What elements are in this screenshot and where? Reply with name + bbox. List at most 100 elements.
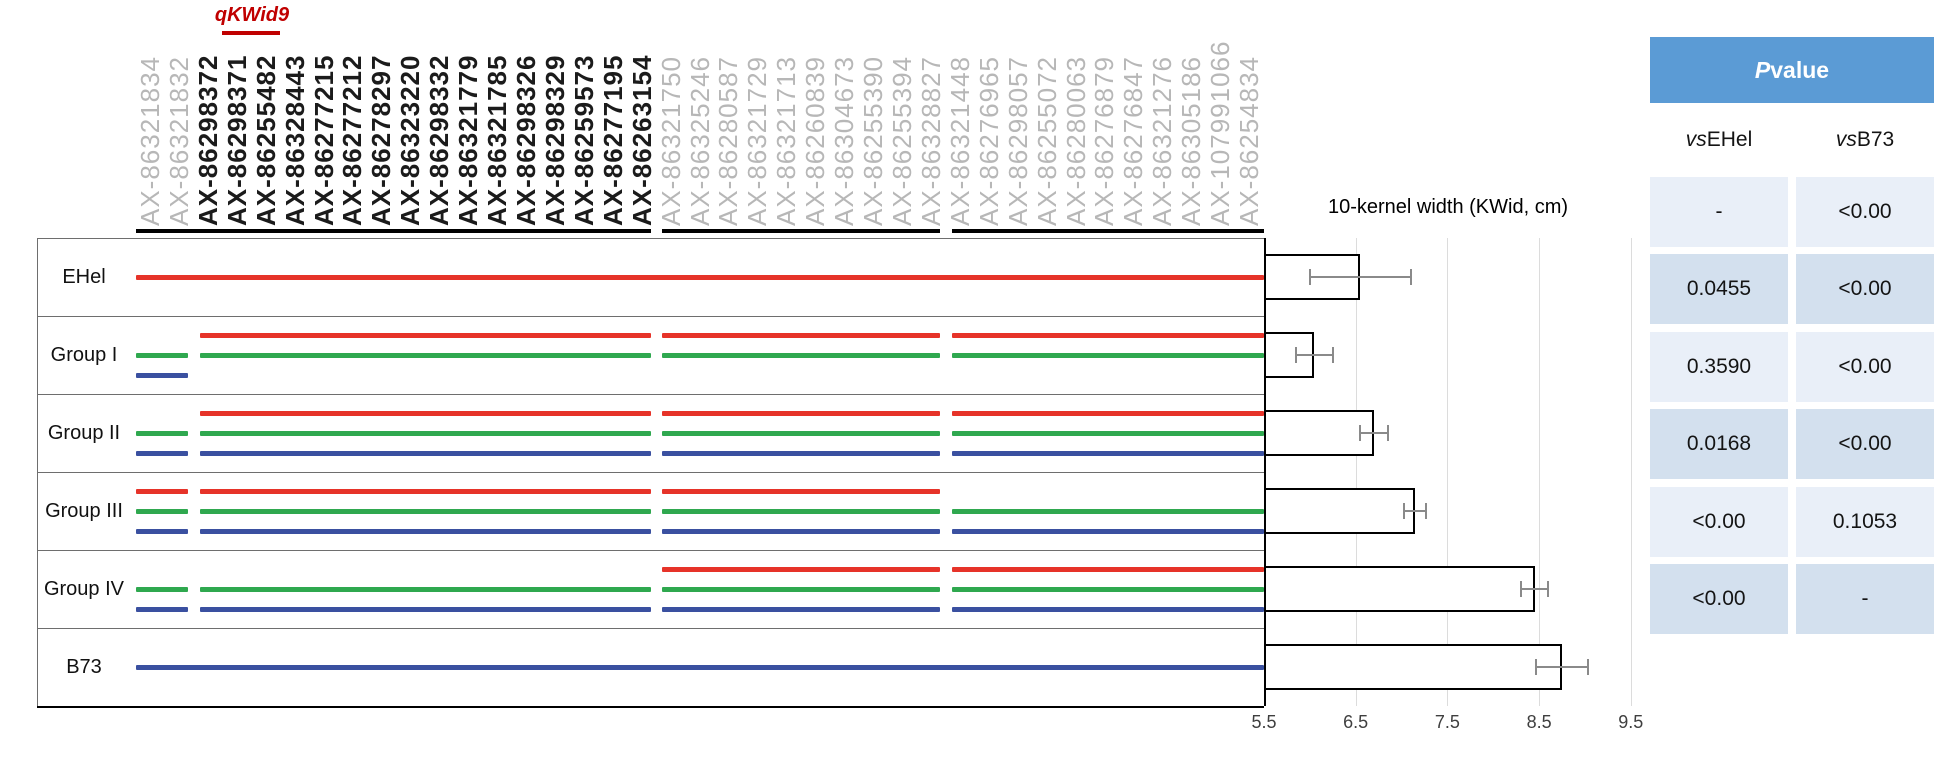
pvalue-cell: <0.00 [1796,331,1934,402]
error-bar [1520,588,1549,590]
haplotype-segment-red [662,488,941,494]
pvalue-cell: <0.00 [1796,409,1934,480]
marker-label: AX-86321448 [944,55,975,226]
haplotype-segment-green [951,430,1264,436]
haplotype-segment-blue [199,606,651,612]
row-separator [37,472,1264,473]
row-label: Group III [45,499,123,522]
panel-right-border [1264,238,1266,706]
grid-line [1355,238,1357,706]
pvalue-cell: 0.1053 [1796,486,1934,557]
marker-overline-segment [951,229,1264,233]
marker-label: AX-86277212 [337,54,368,226]
haplotype-segment-red [199,488,651,494]
haplotype-segment-green [951,352,1264,358]
marker-label: AX-86263154 [626,54,657,226]
x-tick-label: 5.5 [1251,712,1277,732]
haplotype-segment-blue [951,606,1264,612]
bar-Group IV [1264,566,1535,612]
marker-label: AX-107991066 [1205,40,1236,226]
haplotype-segment-red [951,410,1264,416]
pvalue-table-header: P value [1650,37,1934,103]
chart-title: 10-kernel width (KWid, cm) [1327,196,1569,218]
error-bar-cap [1535,659,1538,675]
haplotype-segment-blue [199,528,651,534]
vs-italic: vs [1835,128,1857,151]
marker-label: AX-86259573 [568,54,599,226]
pvalue-cell: <0.00 [1796,254,1934,325]
bar-B73 [1264,644,1563,690]
marker-overline-segment [136,229,651,233]
error-bar-cap [1359,425,1362,441]
marker-label: AX-86321713 [771,55,802,226]
haplotype-segment-green [199,586,651,592]
haplotype-segment-blue [662,528,941,534]
x-tick-label: 6.5 [1343,712,1369,732]
error-bar-cap [1331,347,1334,363]
marker-label: AX-86255072 [1031,55,1062,226]
panel-bottom-border [37,706,1264,708]
marker-label: AX-86255390 [858,55,889,226]
marker-label: AX-86321779 [453,54,484,226]
marker-label: AX-86321832 [163,55,194,226]
row-separator [37,316,1264,317]
marker-label: AX-86321834 [135,55,165,226]
pvalue-cell: 0.0168 [1650,409,1788,480]
pvalue-cell: <0.00 [1650,564,1788,634]
marker-label: AX-86254834 [1234,55,1265,226]
haplotype-segment-blue [199,450,651,456]
error-bar-cap [1403,503,1406,519]
x-tick-label: 7.5 [1434,712,1460,732]
haplotype-segment-green [662,352,941,358]
row-label: EHel [62,265,106,288]
row-separator [37,394,1264,395]
haplotype-segment-red [951,566,1264,572]
marker-label: AX-86323220 [395,54,426,226]
marker-label: AX-86321729 [742,55,773,226]
bar-Group II [1264,410,1375,456]
haplotype-segment-blue [662,450,941,456]
haplotype-segment-green [662,586,941,592]
marker-label: AX-86280587 [713,55,744,226]
qtl-underline [222,31,280,35]
marker-label: AX-86280063 [1060,55,1091,226]
haplotype-segment-green [136,430,189,436]
error-bar [1536,666,1588,668]
haplotype-segment-green [199,352,651,358]
marker-label: AX-86298057 [1002,55,1033,226]
pvalue-column-header: vs B73 [1796,109,1934,171]
row-label: Group I [50,343,118,366]
pvalue-cell: 0.3590 [1650,331,1788,402]
haplotype-segment-blue [136,528,189,534]
marker-label: AX-86276847 [1118,55,1149,226]
pvalue-cell: <0.00 [1796,177,1934,247]
grid-line [1447,238,1449,706]
haplotype-segment-green [199,508,651,514]
haplotype-segment-red [662,410,941,416]
marker-label: AX-86277195 [597,54,628,226]
error-bar-cap [1308,269,1311,285]
marker-label: AX-86298372 [192,54,223,226]
haplotype-segment-green [662,430,941,436]
marker-label: AX-86278297 [366,54,397,226]
haplotype-segment-red [199,410,651,416]
pvalue-header-rest: value [1770,56,1830,83]
error-bar-cap [1409,269,1412,285]
haplotype-segment-red [136,488,189,494]
haplotype-segment-red [662,566,941,572]
qtl-label: qKWid9 [214,4,290,26]
error-bar-cap [1295,347,1298,363]
haplotype-segment-blue [136,372,189,378]
marker-label: AX-86276965 [973,55,1004,226]
haplotype-segment-blue [136,606,189,612]
marker-label: AX-86304673 [829,55,860,226]
pvalue-cell: - [1796,564,1934,634]
haplotype-segment-green [136,508,189,514]
haplotype-segment-blue [951,450,1264,456]
grid-line [1539,238,1541,706]
pvalue-column-header: vs EHel [1650,109,1788,171]
marker-label: AX-86298329 [539,54,570,226]
row-label: B73 [66,655,102,678]
error-bar [1296,354,1333,356]
haplotype-segment-green [136,586,189,592]
